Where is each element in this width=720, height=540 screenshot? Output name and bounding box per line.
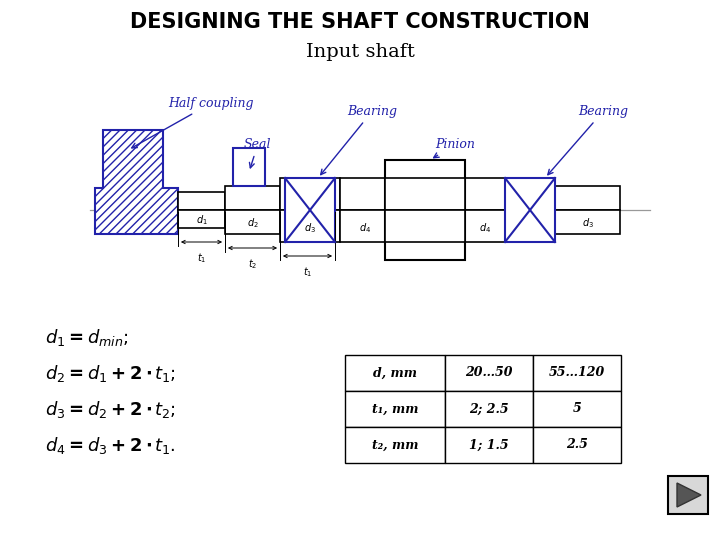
Bar xyxy=(465,210,520,242)
Bar xyxy=(445,355,533,391)
Bar xyxy=(555,186,620,210)
Text: $\boldsymbol{d_2 = d_1 + 2 \cdot t_1;}$: $\boldsymbol{d_2 = d_1 + 2 \cdot t_1;}$ xyxy=(45,363,176,384)
Text: DESIGNING THE SHAFT CONSTRUCTION: DESIGNING THE SHAFT CONSTRUCTION xyxy=(130,12,590,32)
Text: 20…50: 20…50 xyxy=(465,367,513,380)
Bar xyxy=(385,178,465,210)
Text: Seal: Seal xyxy=(244,138,271,168)
Bar xyxy=(533,391,621,427)
Text: t₂, mm: t₂, mm xyxy=(372,438,418,451)
Text: Bearing: Bearing xyxy=(548,105,628,175)
Text: 5: 5 xyxy=(572,402,581,415)
Text: $\boldsymbol{d_1 = d_{min};}$: $\boldsymbol{d_1 = d_{min};}$ xyxy=(45,327,129,348)
Text: $\boldsymbol{d_3 = d_2 + 2 \cdot t_2;}$: $\boldsymbol{d_3 = d_2 + 2 \cdot t_2;}$ xyxy=(45,400,176,421)
Text: 55…120: 55…120 xyxy=(549,367,605,380)
Bar xyxy=(178,210,225,228)
Bar xyxy=(280,178,340,210)
Text: t₁, mm: t₁, mm xyxy=(372,402,418,415)
Text: 2.5: 2.5 xyxy=(566,438,588,451)
Text: Pinion: Pinion xyxy=(433,138,475,158)
Bar xyxy=(345,391,445,427)
Bar xyxy=(445,427,533,463)
Bar xyxy=(533,427,621,463)
Text: $t_1$: $t_1$ xyxy=(303,265,312,279)
Bar xyxy=(178,192,225,210)
Bar xyxy=(285,178,335,242)
Text: $\boldsymbol{d_4 = d_3 + 2 \cdot t_1.}$: $\boldsymbol{d_4 = d_3 + 2 \cdot t_1.}$ xyxy=(45,435,176,456)
Bar xyxy=(280,210,340,242)
Text: $d_3$: $d_3$ xyxy=(304,221,316,234)
Text: Input shaft: Input shaft xyxy=(305,43,415,61)
Polygon shape xyxy=(677,483,701,507)
Bar xyxy=(465,178,520,210)
Polygon shape xyxy=(95,130,178,234)
Text: Bearing: Bearing xyxy=(320,105,397,174)
Bar xyxy=(345,355,445,391)
Text: $t_2$: $t_2$ xyxy=(248,257,257,271)
Bar xyxy=(533,355,621,391)
Text: $d_2$: $d_2$ xyxy=(247,217,258,230)
Text: d, mm: d, mm xyxy=(373,367,417,380)
Text: 2; 2.5: 2; 2.5 xyxy=(469,402,509,415)
Text: $t_1$: $t_1$ xyxy=(197,251,206,265)
Bar xyxy=(340,178,390,210)
Bar xyxy=(385,210,465,242)
Bar xyxy=(555,210,620,234)
Bar xyxy=(505,178,555,242)
Bar xyxy=(225,186,280,210)
Text: $d_3$: $d_3$ xyxy=(582,217,593,230)
Bar xyxy=(668,476,708,514)
Text: $d_4$: $d_4$ xyxy=(359,221,371,234)
Text: $d_1$: $d_1$ xyxy=(196,213,207,227)
Bar xyxy=(233,148,265,186)
Bar xyxy=(340,210,390,242)
Bar xyxy=(345,427,445,463)
Text: 1; 1.5: 1; 1.5 xyxy=(469,438,509,451)
Text: $d_4$: $d_4$ xyxy=(479,221,491,234)
Bar xyxy=(385,160,465,260)
Text: Half coupling: Half coupling xyxy=(132,97,253,148)
Bar xyxy=(445,391,533,427)
Bar xyxy=(225,210,280,234)
